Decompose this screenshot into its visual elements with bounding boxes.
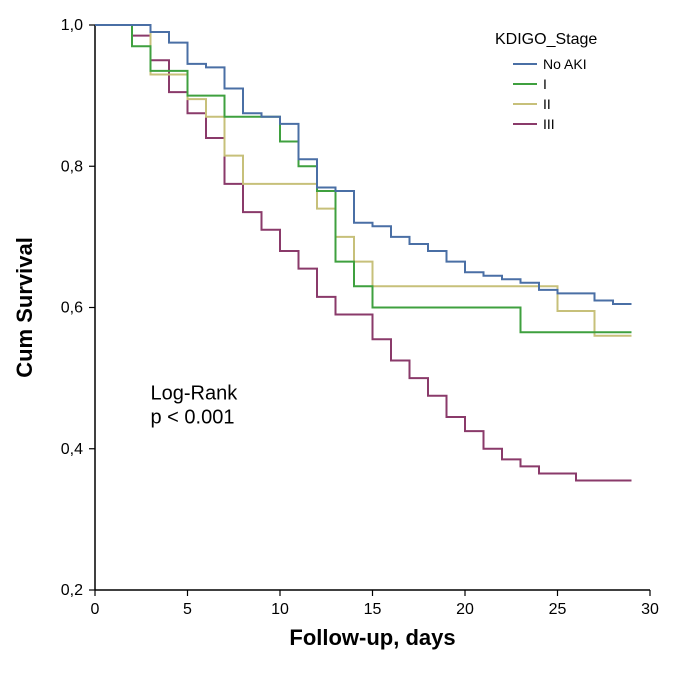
y-tick-label: 0,2 [61, 582, 83, 599]
x-tick-label: 5 [183, 601, 192, 618]
x-axis-label: Follow-up, days [289, 625, 455, 650]
legend-label: I [543, 76, 547, 92]
log-rank-annotation: p < 0.001 [151, 406, 235, 428]
survival-chart: 0 5 10 15 20 25 30 0,2 0,4 0,6 0,8 1,0 Follow-up, da… [0, 0, 685, 681]
y-tick-label: 1,0 [61, 17, 83, 34]
x-tick-label: 15 [364, 601, 382, 618]
x-tick-label: 30 [641, 601, 659, 618]
y-axis-label: Cum Survival [12, 237, 37, 378]
chart-background [0, 0, 685, 681]
x-tick-label: 0 [91, 601, 100, 618]
legend-title: KDIGO_Stage [495, 31, 597, 48]
y-tick-label: 0,8 [61, 158, 83, 175]
log-rank-annotation: Log-Rank [151, 382, 239, 404]
x-tick-label: 25 [549, 601, 567, 618]
legend-label: No AKI [543, 56, 587, 72]
y-tick-label: 0,6 [61, 300, 83, 317]
x-tick-label: 20 [456, 601, 474, 618]
x-tick-label: 10 [271, 601, 289, 618]
legend-label: III [543, 116, 555, 132]
y-tick-label: 0,4 [61, 441, 83, 458]
legend-label: II [543, 96, 551, 112]
chart-svg: 0 5 10 15 20 25 30 0,2 0,4 0,6 0,8 1,0 Follow-up, da… [0, 0, 685, 681]
